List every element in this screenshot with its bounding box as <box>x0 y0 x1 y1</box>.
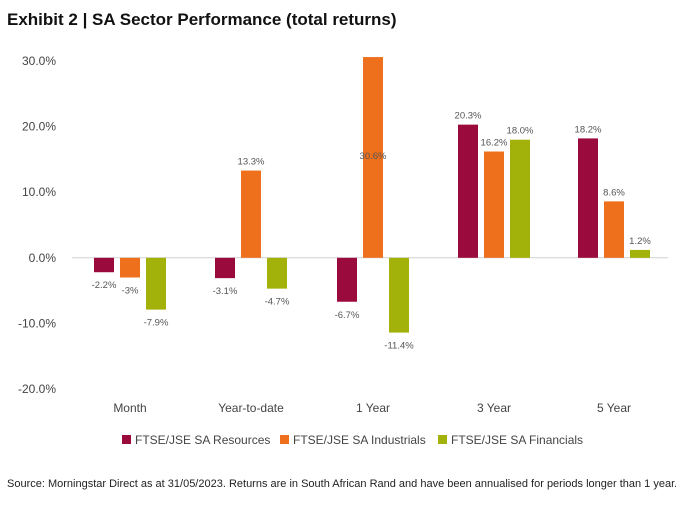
y-tick-label: 30.0% <box>22 54 56 68</box>
bar <box>267 257 287 289</box>
bar <box>241 170 261 258</box>
data-label: -3% <box>122 285 139 296</box>
bar <box>578 138 598 258</box>
bar <box>146 257 166 310</box>
x-tick-label: 1 Year <box>356 401 390 415</box>
data-label: 1.2% <box>629 236 651 247</box>
legend-label: FTSE/JSE SA Industrials <box>293 433 426 447</box>
data-label: -11.4% <box>384 341 414 352</box>
data-label: 20.3% <box>455 111 482 122</box>
y-tick-label: 0.0% <box>29 251 57 265</box>
legend-swatch <box>122 435 131 444</box>
bar <box>215 257 235 279</box>
data-label: 13.3% <box>238 157 265 168</box>
data-label: -3.1% <box>213 286 238 297</box>
data-label: 30.6% <box>360 151 387 162</box>
bar-chart: 30.0% 20.0% 10.0% 0.0% -10.0% -20.0% -2.2% -3.… <box>18 54 668 447</box>
y-tick-label: 10.0% <box>22 185 56 199</box>
y-tick-label: 20.0% <box>22 120 56 134</box>
x-tick-label: Year-to-date <box>218 401 284 415</box>
bar <box>363 57 383 258</box>
legend-swatch <box>438 435 447 444</box>
y-tick-label: -20.0% <box>18 382 56 396</box>
legend-label: FTSE/JSE SA Financials <box>451 433 583 447</box>
data-label: 18.2% <box>575 124 602 135</box>
bar <box>94 257 114 273</box>
legend-label: FTSE/JSE SA Resources <box>135 433 270 447</box>
bar <box>510 139 530 258</box>
data-label: 8.6% <box>603 187 625 198</box>
data-label: 16.2% <box>481 138 508 149</box>
data-label: -4.7% <box>265 297 290 308</box>
data-label: 18.0% <box>507 126 534 137</box>
bar <box>630 249 650 258</box>
legend-swatch <box>280 435 289 444</box>
bar <box>337 257 357 302</box>
bar <box>484 151 504 258</box>
chart-title: Exhibit 2 | SA Sector Performance (total… <box>7 10 397 29</box>
legend: FTSE/JSE SA Resources FTSE/JSE SA Industr… <box>122 433 583 447</box>
data-label: -2.2% <box>92 280 117 291</box>
x-tick-label: 5 Year <box>597 401 631 415</box>
data-labels: -2.2% -3.1% -6.7% 20.3% 18.2% -3% 13.3% 30.6% 16… <box>92 111 652 352</box>
bar <box>604 201 624 258</box>
bar <box>120 257 140 278</box>
data-label: -6.7% <box>335 310 360 321</box>
bars <box>94 57 650 333</box>
bar <box>389 257 409 333</box>
x-tick-label: 3 Year <box>477 401 511 415</box>
x-tick-label: Month <box>113 401 146 415</box>
source-note: Source: Morningstar Direct as at 31/05/2… <box>7 478 676 490</box>
y-axis: 30.0% 20.0% 10.0% 0.0% -10.0% -20.0% <box>18 54 56 396</box>
x-axis: Month Year-to-date 1 Year 3 Year 5 Year <box>113 401 631 415</box>
bar <box>458 124 478 258</box>
data-label: -7.9% <box>144 318 169 329</box>
y-tick-label: -10.0% <box>18 316 56 330</box>
